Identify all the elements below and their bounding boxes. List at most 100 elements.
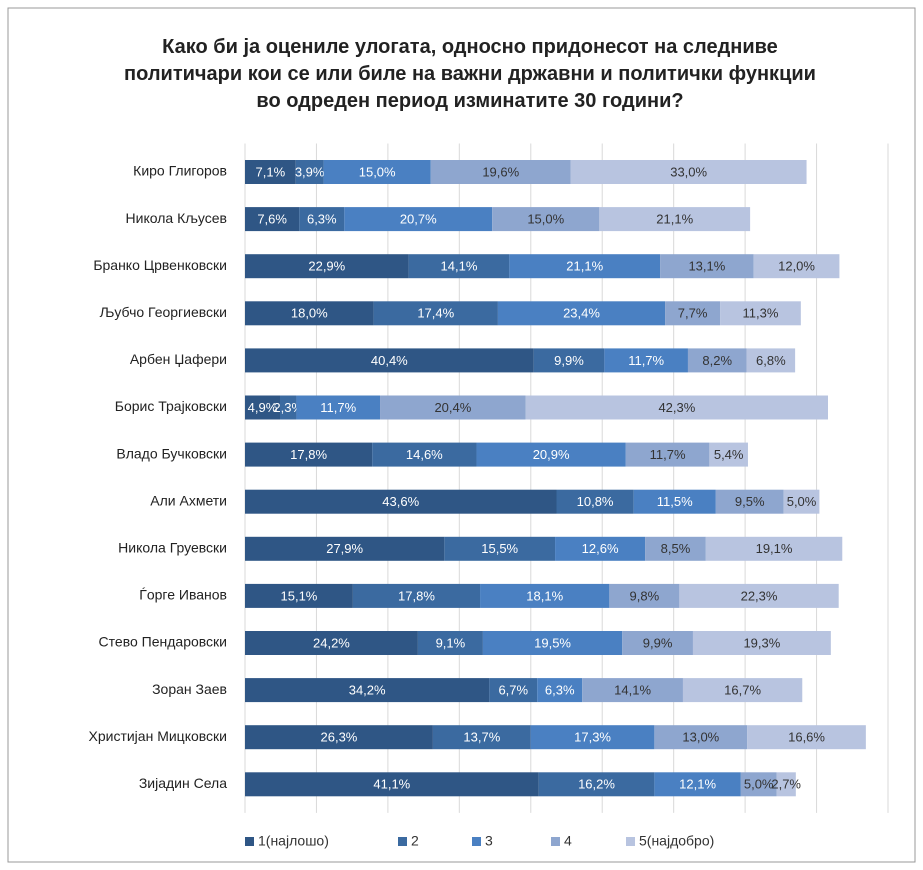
y-tick-label: Бранко Црвенковски [93, 257, 227, 273]
bar-segment [660, 254, 754, 279]
data-label: 7,7% [678, 306, 708, 321]
bar-segment [245, 725, 433, 750]
data-label: 20,9% [533, 447, 570, 462]
bar-segment [622, 631, 693, 655]
data-label: 33,0% [670, 164, 707, 179]
data-label: 11,7% [650, 447, 686, 462]
data-label: 7,1% [256, 164, 286, 179]
data-label: 23,4% [563, 306, 600, 321]
bar-segment [556, 489, 634, 514]
data-label: 13,7% [463, 730, 500, 745]
bar-segment [372, 442, 477, 467]
legend-label: 2 [411, 833, 419, 849]
data-label: 9,9% [643, 635, 673, 650]
data-label: 19,6% [482, 164, 519, 179]
y-tick-label: Љубчо Георгиевски [100, 304, 227, 320]
bar-segment [245, 678, 490, 703]
bar-segment [245, 348, 534, 373]
data-label: 7,6% [257, 212, 287, 227]
y-tick-label: Христијан Мицковски [89, 728, 228, 744]
bar-segment [537, 678, 583, 703]
bar-segment [604, 348, 688, 373]
data-label: 9,5% [735, 494, 765, 509]
y-tick-label: Арбен Џафери [130, 351, 227, 367]
data-label: 11,5% [657, 494, 693, 509]
y-tick-label: Ѓорге Иванов [139, 587, 227, 603]
data-label: 20,4% [434, 400, 471, 415]
bar-segment [679, 583, 839, 608]
data-label: 8,2% [702, 353, 732, 368]
bar-segment [633, 489, 716, 514]
bar-segment [245, 631, 418, 655]
data-label: 17,8% [290, 447, 327, 462]
bar-segment [492, 207, 600, 232]
y-tick-label: Зоран Заев [152, 681, 227, 697]
data-label: 17,8% [398, 588, 435, 603]
data-label: 16,2% [578, 777, 615, 792]
data-label: 15,0% [359, 164, 396, 179]
data-label: 13,1% [688, 259, 725, 274]
frame [7, 7, 916, 863]
bar-segment [380, 395, 526, 420]
bar-segment [599, 207, 751, 232]
bar-segment [245, 254, 409, 279]
legend-label: 4 [564, 833, 572, 849]
bar-segment [245, 536, 445, 561]
data-label: 5,0% [787, 494, 817, 509]
data-label: 3,9% [295, 164, 325, 179]
data-label: 5,0% [744, 777, 774, 792]
data-label: 42,3% [658, 400, 695, 415]
data-label: 41,1% [373, 777, 410, 792]
bar-segment [373, 301, 498, 326]
bar-segment [533, 348, 605, 373]
data-label: 6,3% [307, 212, 337, 227]
bar-segment [709, 442, 748, 467]
bar-segment [245, 395, 281, 420]
bar-segment [432, 725, 531, 750]
data-label: 11,7% [320, 400, 356, 415]
bar-segment [570, 160, 807, 184]
bar-segment [715, 489, 784, 514]
data-label: 6,3% [545, 683, 575, 698]
data-label: 19,1% [756, 541, 793, 556]
data-label: 4,9% [248, 400, 278, 415]
y-tick-label: Киро Глигоров [133, 163, 227, 179]
data-label: 16,6% [788, 730, 825, 745]
data-label: 21,1% [566, 259, 603, 274]
bar-segment [480, 583, 610, 608]
bar-segment [682, 678, 803, 703]
bar-segment [746, 348, 796, 373]
y-tick-label: Никола Груевски [118, 540, 227, 556]
data-label: 18,0% [291, 306, 328, 321]
y-tick-label: Али Ахмети [150, 492, 227, 508]
legend-label: 1(најлошо) [258, 833, 329, 849]
bar-segment [417, 631, 483, 655]
data-label: 14,6% [406, 447, 443, 462]
data-label: 20,7% [400, 212, 437, 227]
bar-segment [625, 442, 710, 467]
bar-segment [245, 489, 557, 514]
bar-segment [645, 536, 706, 561]
bar-segment [654, 772, 741, 797]
bar-segment [783, 489, 820, 514]
data-label: 9,8% [630, 588, 660, 603]
bar-segment [530, 725, 655, 750]
data-label: 5,4% [714, 447, 744, 462]
data-label: 26,3% [321, 730, 358, 745]
bar-segment [720, 301, 801, 326]
bar-segment [705, 536, 843, 561]
data-label: 21,1% [656, 212, 693, 227]
bar-segment [753, 254, 840, 279]
data-label: 11,3% [743, 306, 779, 321]
bar-segment [245, 207, 300, 232]
data-label: 24,2% [313, 635, 350, 650]
bar-segment [555, 536, 646, 561]
data-label: 13,0% [682, 730, 719, 745]
data-label: 9,9% [554, 353, 584, 368]
data-label: 14,1% [614, 683, 651, 698]
y-tick-label: Борис Трајковски [115, 398, 227, 414]
bar-segment [525, 395, 828, 420]
bar-segment [482, 631, 623, 655]
bar-segment [245, 583, 353, 608]
bar-segment [245, 442, 373, 467]
